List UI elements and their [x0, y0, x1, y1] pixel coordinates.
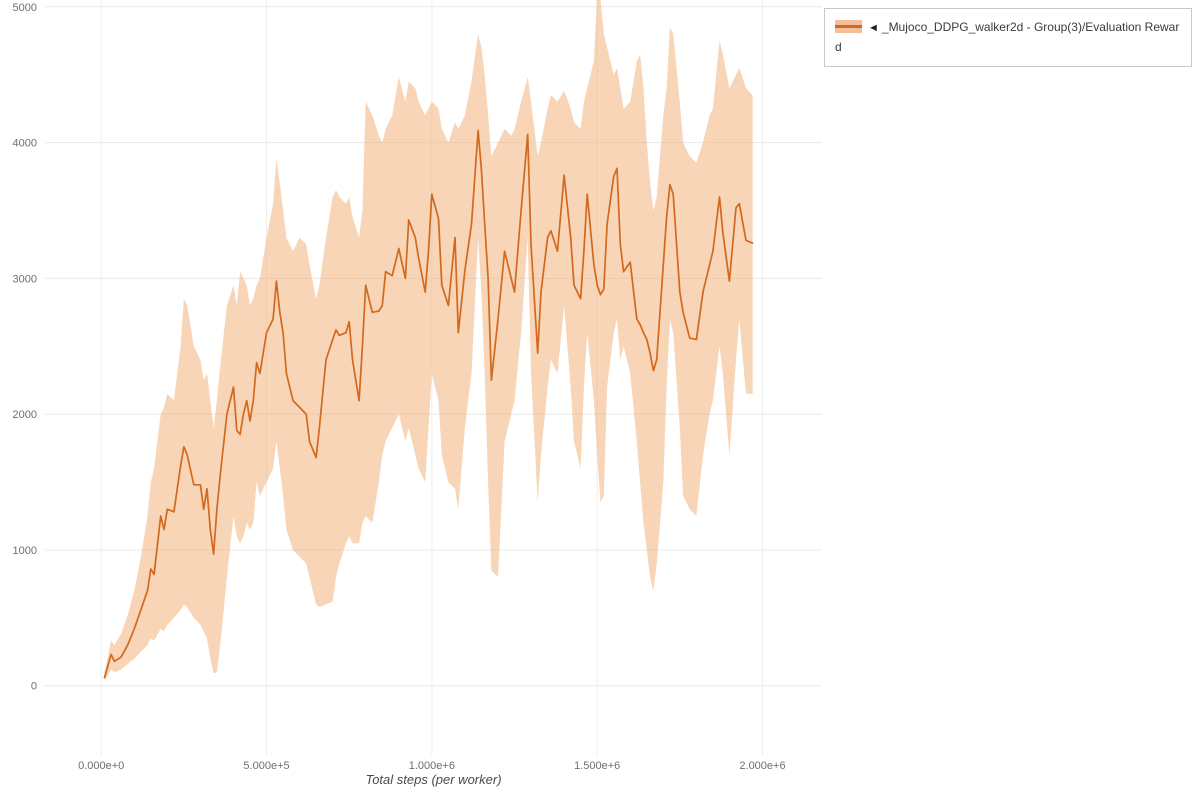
x-tick-label: 2.000e+6: [739, 760, 785, 772]
series-group: [103, 0, 754, 681]
legend[interactable]: ◄ _Mujoco_DDPG_walker2d - Group(3)/Evalua…: [824, 8, 1192, 67]
x-tick-label: 1.500e+6: [574, 760, 620, 772]
x-tick-label: 5.000e+5: [243, 760, 289, 772]
y-tick-label: 1000: [13, 545, 37, 557]
plot-area[interactable]: 0 1000 2000 3000 4000 5000 0.000e+0 5.000e+5 1.0…: [0, 0, 830, 800]
y-tick-label: 0: [31, 681, 37, 693]
y-tick-label: 4000: [13, 138, 37, 150]
legend-isolate-marker-icon[interactable]: ◄: [868, 22, 879, 34]
legend-series-label[interactable]: _Mujoco_DDPG_walker2d - Group(3)/Evaluat…: [835, 20, 1180, 54]
x-tick-label: 1.000e+6: [409, 760, 455, 772]
x-tick-label: 0.000e+0: [78, 760, 124, 772]
y-tick-label: 2000: [13, 409, 37, 421]
series-confidence-band: [104, 0, 753, 681]
legend-series-swatch-icon: [835, 20, 862, 33]
x-axis-title: Total steps (per worker): [365, 772, 502, 787]
evaluation-reward-chart: 0 1000 2000 3000 4000 5000 0.000e+0 5.000e+5 1.0…: [0, 0, 830, 800]
series-mean-line: [103, 129, 754, 679]
y-tick-label: 3000: [13, 273, 37, 285]
y-tick-label: 5000: [13, 2, 37, 14]
